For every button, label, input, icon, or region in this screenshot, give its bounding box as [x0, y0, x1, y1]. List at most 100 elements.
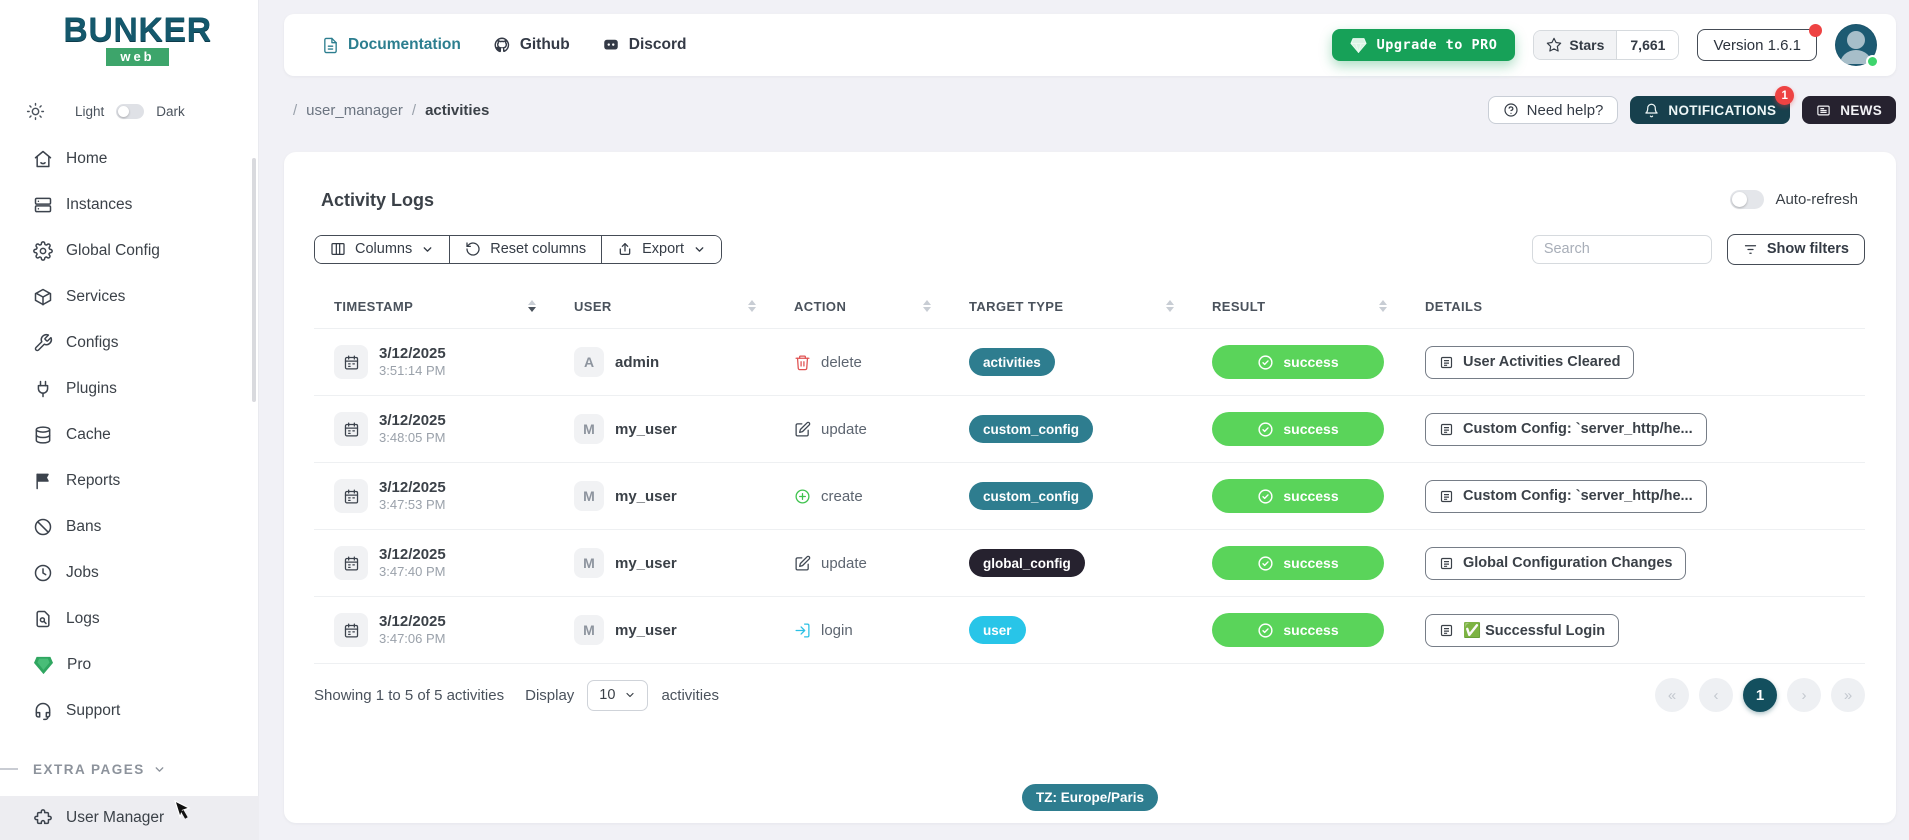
page-1-button[interactable]: 1 [1743, 678, 1777, 712]
column-header-action[interactable]: ACTION [794, 299, 969, 314]
theme-toggle[interactable] [116, 103, 145, 119]
auto-refresh-control: Auto-refresh [1730, 190, 1858, 209]
details-chip[interactable]: ✅ Successful Login [1425, 613, 1620, 647]
display-label: Display [525, 686, 575, 704]
need-help-button[interactable]: Need help? [1487, 96, 1619, 124]
sidebar-item-services[interactable]: Services [0, 274, 258, 320]
user-cell: M my_user [574, 414, 794, 444]
auto-refresh-toggle[interactable] [1730, 190, 1765, 209]
github-link[interactable]: Github [493, 36, 570, 54]
columns-icon [331, 243, 345, 255]
check-circle-icon [1258, 354, 1273, 370]
result-cell: success [1212, 546, 1425, 580]
sidebar-item-instances[interactable]: Instances [0, 182, 258, 228]
sidebar-item-cache[interactable]: Cache [0, 412, 258, 458]
details-chip[interactable]: User Activities Cleared [1425, 345, 1635, 379]
star-icon [1547, 37, 1562, 52]
breadcrumb-user-manager[interactable]: user_manager [306, 101, 403, 119]
next-page-button[interactable]: › [1787, 678, 1821, 712]
sidebar-item-bans[interactable]: Bans [0, 504, 258, 550]
prev-page-button[interactable]: ‹ [1699, 678, 1733, 712]
columns-button[interactable]: Columns [315, 235, 450, 263]
sidebar-item-jobs[interactable]: Jobs [0, 550, 258, 596]
show-filters-button[interactable]: Show filters [1726, 233, 1865, 265]
avatar[interactable] [1835, 24, 1879, 68]
upgrade-pro-button[interactable]: Upgrade to PRO [1331, 29, 1516, 61]
chevron-down-icon [695, 246, 704, 252]
export-button[interactable]: Export [601, 235, 722, 263]
first-page-button[interactable]: « [1655, 678, 1689, 712]
search-input[interactable] [1531, 234, 1712, 264]
reset-columns-button[interactable]: Reset columns [449, 235, 602, 263]
sort-icon[interactable] [1166, 300, 1174, 312]
newspaper-icon [1817, 105, 1831, 115]
discord-link[interactable]: Discord [602, 36, 686, 54]
question-icon [1504, 103, 1518, 117]
per-page-select[interactable]: 10 [587, 679, 649, 711]
sidebar-scrollbar[interactable] [252, 158, 256, 402]
notifications-button[interactable]: NOTIFICATIONS 1 [1630, 86, 1795, 124]
timestamp-cell: 3/12/2025 3:47:40 PM [334, 546, 574, 580]
sort-icon[interactable] [748, 300, 756, 312]
column-header-timestamp[interactable]: TIMESTAMP [334, 299, 574, 314]
sort-icon[interactable] [923, 300, 931, 312]
result-badge: success [1212, 546, 1384, 580]
topbar: Documentation Github Discord Upgrade to … [284, 14, 1896, 76]
stars-label-segment: Stars [1534, 31, 1618, 59]
sidebar-item-label: Reports [66, 472, 121, 489]
sidebar-item-configs[interactable]: Configs [0, 320, 258, 366]
online-status-dot [1866, 55, 1879, 68]
documentation-link[interactable]: Documentation [322, 36, 461, 54]
brand-logo[interactable]: BUNKER web [50, 12, 225, 66]
details-chip[interactable]: Custom Config: `server_http/he... [1425, 412, 1707, 446]
sidebar-item-label: Bans [66, 518, 102, 535]
user-initial-badge: M [574, 414, 604, 444]
plus-circle-icon [794, 488, 811, 505]
calendar-icon [334, 345, 368, 379]
action-cell: login [794, 622, 969, 639]
sidebar-item-reports[interactable]: Reports [0, 458, 258, 504]
user-cell: M my_user [574, 615, 794, 645]
result-badge: success [1212, 479, 1384, 513]
column-header-user[interactable]: USER [574, 299, 794, 314]
document-icon [324, 37, 337, 53]
sidebar-item-global-config[interactable]: Global Config [0, 228, 258, 274]
github-icon [494, 37, 509, 53]
sidebar-item-user-manager[interactable]: User Manager [0, 796, 259, 840]
action-cell: update [794, 555, 969, 572]
table-row: 3/12/2025 3:48:05 PM M my_user update cus… [314, 396, 1865, 463]
column-header-target-type[interactable]: TARGET TYPE [969, 299, 1212, 314]
per-page-control: Display 10 activities [525, 679, 719, 711]
sidebar-item-plugins[interactable]: Plugins [0, 366, 258, 412]
sort-icon[interactable] [528, 300, 536, 312]
target-type-badge: activities [969, 348, 1055, 376]
extra-pages-header[interactable]: EXTRA PAGES [0, 758, 258, 780]
sort-icon[interactable] [1379, 300, 1387, 312]
sidebar-item-label: Cache [66, 426, 111, 443]
action-cell: update [794, 421, 969, 438]
export-icon [619, 243, 631, 255]
sidebar-item-home[interactable]: Home [0, 136, 258, 182]
flag-icon [33, 471, 53, 491]
github-stars-button[interactable]: Stars 7,661 [1533, 30, 1680, 60]
note-icon [1440, 423, 1453, 435]
sidebar-item-pro[interactable]: Pro [0, 642, 258, 688]
toolbar-button-group: Columns Reset columns Export [314, 234, 723, 264]
version-button[interactable]: Version 1.6.1 [1697, 24, 1822, 61]
login-icon [794, 622, 811, 639]
edit-icon [794, 421, 811, 438]
sidebar-item-logs[interactable]: Logs [0, 596, 258, 642]
last-page-button[interactable]: » [1831, 678, 1865, 712]
news-button[interactable]: NEWS [1802, 96, 1896, 124]
brand-subtitle: web [106, 48, 169, 66]
details-chip[interactable]: Global Configuration Changes [1425, 546, 1687, 580]
details-chip[interactable]: Custom Config: `server_http/he... [1425, 479, 1707, 513]
column-header-result[interactable]: RESULT [1212, 299, 1425, 314]
topbar-right: Upgrade to PRO Stars 7,661 Version 1.6.1 [1331, 24, 1879, 68]
user-cell: M my_user [574, 548, 794, 578]
activity-logs-panel: Activity Logs Auto-refresh Columns Reset… [284, 152, 1896, 823]
breadcrumb: / user_manager / activities [284, 102, 489, 119]
log-file-icon [33, 609, 53, 629]
sidebar-item-support[interactable]: Support [0, 688, 258, 734]
